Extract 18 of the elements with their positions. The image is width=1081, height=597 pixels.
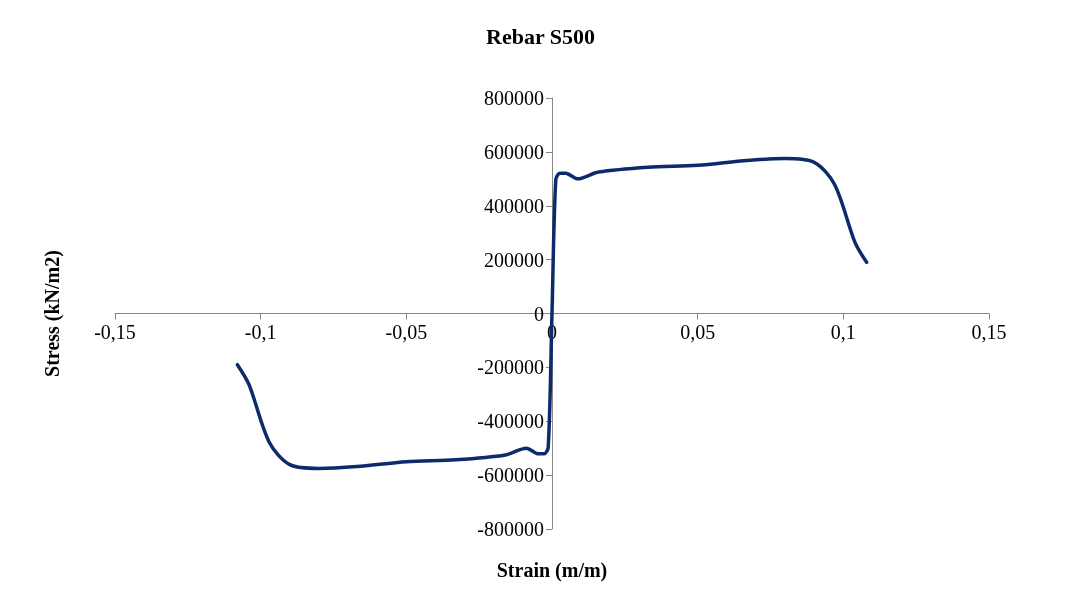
x-tick-label: 0,05 [680, 320, 716, 343]
y-tick-label: 0 [534, 302, 544, 325]
y-tick-label: 800000 [484, 87, 544, 109]
x-tick-label: 0,1 [830, 320, 856, 343]
y-tick-label: -800000 [477, 518, 544, 540]
x-axis-title: Strain (m/m) [496, 558, 608, 582]
x-tick-label: -0,05 [385, 320, 428, 343]
chart-title: Rebar S500 [486, 23, 595, 49]
y-tick-label: -200000 [477, 356, 544, 379]
x-tick-label: 0,15 [971, 320, 1007, 343]
y-tick-label: 200000 [484, 248, 544, 271]
y-tick-label: -400000 [477, 410, 544, 433]
y-tick-label: 600000 [484, 140, 544, 163]
x-tick-label: -0,1 [244, 320, 277, 343]
y-tick-label: -600000 [477, 464, 544, 487]
y-tick-label: 400000 [484, 194, 544, 217]
y-axis-title: Stress (kN/m2) [41, 250, 64, 377]
x-tick-label: -0,15 [94, 320, 136, 343]
